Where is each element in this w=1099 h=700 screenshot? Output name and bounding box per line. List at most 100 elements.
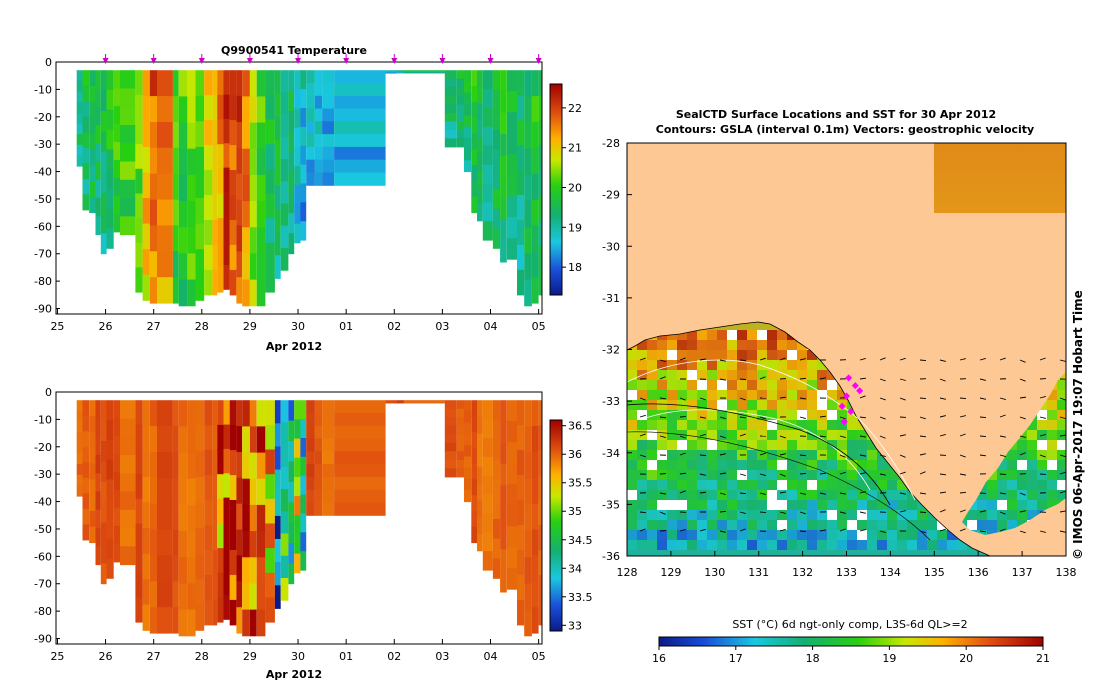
profile-cell — [236, 529, 243, 556]
profile-cell — [256, 174, 266, 202]
sst-cell — [687, 520, 697, 530]
sst-cell — [767, 530, 777, 540]
sst-cloud-gap — [777, 520, 787, 530]
profile-cell — [265, 267, 275, 293]
sst-cell — [667, 540, 677, 550]
y-tick-label: -60 — [34, 220, 52, 233]
profile-cell — [464, 411, 472, 424]
sst-cell — [777, 510, 787, 520]
profile-cell — [322, 172, 335, 186]
sst-cell — [637, 510, 647, 520]
profile-cell — [464, 422, 472, 435]
sst-colorbar-tick-label: 19 — [882, 652, 896, 665]
temperature-panel: Q9900541 Temperature 0-10-20-30-40-50-60… — [34, 44, 582, 353]
profile-cell — [157, 199, 173, 226]
profile-cell — [178, 400, 188, 427]
sst-cell — [867, 490, 877, 500]
profile-cell — [223, 448, 230, 474]
profile-cell — [157, 225, 173, 252]
profile-cell — [306, 95, 315, 110]
profile-cell — [229, 574, 237, 601]
profile-cell — [195, 146, 205, 173]
sst-cell — [1057, 380, 1066, 390]
velocity-vector — [1059, 471, 1066, 475]
map-y-tick-label: -29 — [602, 189, 620, 202]
sst-cell — [797, 500, 807, 510]
sst-cell — [847, 490, 857, 500]
profile-cell — [76, 80, 83, 93]
sst-cell — [937, 540, 947, 550]
profile-cell — [464, 70, 472, 82]
sst-cell — [677, 470, 687, 480]
y-tick-label: -80 — [34, 605, 52, 618]
profile-cell — [157, 70, 173, 97]
sst-cell — [747, 420, 757, 430]
profile-cell — [256, 253, 266, 281]
profile-cell — [157, 96, 173, 123]
profile-cell — [471, 196, 478, 214]
sst-cell — [667, 460, 677, 470]
profile-cell — [334, 159, 386, 173]
profile-cell — [482, 456, 493, 477]
profile-cell — [288, 233, 295, 255]
sst-cell — [687, 440, 697, 450]
sst-cell — [757, 500, 767, 510]
map-y-tick-label: -35 — [602, 498, 620, 511]
sst-cell — [647, 510, 657, 520]
profile-cell — [204, 500, 213, 526]
velocity-vector — [939, 473, 947, 476]
sst-cell — [757, 520, 767, 530]
sst-cloud-gap — [827, 510, 837, 520]
profile-cell — [106, 228, 114, 249]
profile-cell — [274, 539, 281, 563]
profile-cell — [106, 129, 114, 150]
profile-cell — [477, 517, 483, 535]
sst-cell — [857, 440, 867, 450]
sst-cell — [1027, 450, 1037, 460]
sst-cell — [777, 440, 787, 450]
sst-cell — [1057, 420, 1066, 430]
velocity-vector — [1059, 530, 1066, 533]
sst-cell — [677, 530, 687, 540]
velocity-vector — [979, 510, 986, 513]
sst-cell — [807, 410, 817, 420]
sst-cell — [697, 350, 707, 360]
sst-cell — [1017, 480, 1027, 490]
sst-cell — [797, 420, 807, 430]
profile-cell — [471, 165, 478, 182]
sst-cell — [847, 410, 857, 420]
profile-cell — [517, 95, 525, 121]
profile-cell — [322, 400, 335, 414]
sst-cloud-gap — [767, 490, 777, 500]
x-tick-label: 04 — [484, 650, 498, 663]
velocity-vector — [839, 435, 846, 438]
colorbar-tick-label: 19 — [568, 221, 582, 234]
profile-cell — [229, 500, 237, 526]
profile-cell — [300, 438, 307, 458]
sst-cell — [1057, 430, 1066, 440]
profile-cell — [223, 522, 230, 547]
profile-cell — [120, 528, 136, 547]
velocity-vector — [839, 511, 846, 514]
sst-cell — [1027, 420, 1037, 430]
profile-cell — [142, 198, 150, 225]
profile-cell — [280, 466, 289, 490]
sst-cell — [687, 480, 697, 490]
velocity-vector — [799, 454, 807, 457]
profile-cell — [204, 195, 213, 221]
sst-cell — [837, 520, 847, 530]
profile-cell — [100, 543, 107, 564]
profile-cell — [195, 528, 205, 555]
profile-cell — [314, 121, 323, 135]
sst-cell — [717, 540, 727, 550]
map-y-tick-label: -34 — [602, 447, 620, 460]
sst-cell — [637, 450, 647, 460]
sst-cell — [737, 330, 747, 340]
profile-cell — [482, 164, 493, 184]
sst-cell — [1037, 420, 1047, 430]
profile-cell — [76, 155, 83, 167]
sst-cell — [777, 400, 787, 410]
sst-cell — [657, 540, 667, 550]
profile-cell — [212, 400, 218, 426]
sst-cell — [637, 360, 647, 370]
